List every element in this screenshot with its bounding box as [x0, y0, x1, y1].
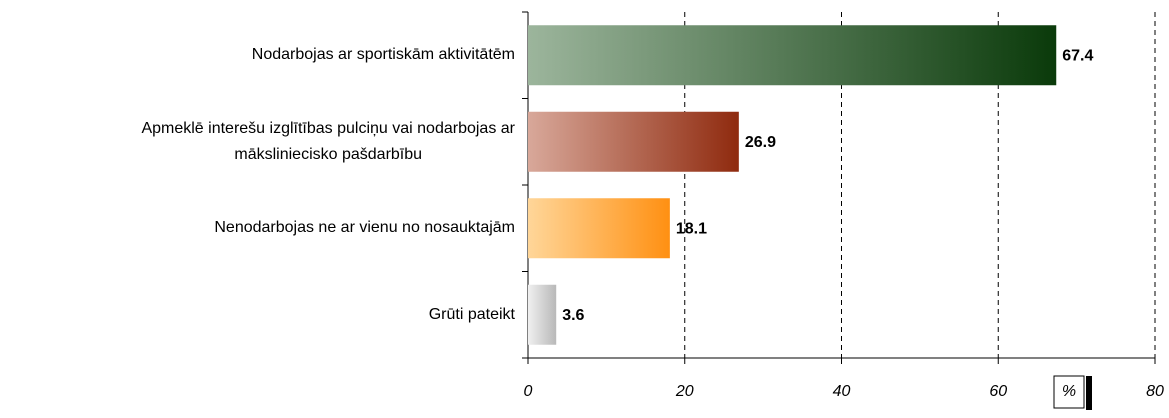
x-tick-label: 60: [989, 383, 1007, 400]
category-label: Grūti pateikt: [0, 272, 515, 359]
value-label: 26.9: [745, 134, 776, 151]
x-axis-label: %: [1062, 383, 1076, 400]
value-label: 18.1: [676, 220, 707, 237]
x-tick-label: 0: [524, 383, 533, 400]
x-tick-label: 20: [675, 383, 694, 400]
category-label: Nodarbojas ar sportiskām aktivitātēm: [0, 12, 515, 99]
category-text: Grūti pateikt: [428, 305, 515, 323]
category-label: Apmeklē interešu izglītības pulciņu vai …: [0, 99, 515, 186]
category-text: Nodarbojas ar sportiskām aktivitātēm: [251, 46, 515, 64]
value-label: 67.4: [1062, 47, 1093, 64]
x-label-box: [1053, 375, 1085, 409]
bar: [528, 198, 670, 259]
bar: [528, 25, 1057, 86]
x-tick-label: 40: [833, 383, 851, 400]
category-text: Apmeklē interešu izglītības pulciņu vai …: [141, 119, 515, 163]
x-tick-label: 80: [1146, 383, 1164, 400]
x-label-mark: [1086, 376, 1092, 410]
bar: [528, 284, 557, 345]
bar: [528, 111, 739, 172]
category-label: Nenodarbojas ne ar vienu no nosauktajām: [0, 185, 515, 272]
value-label: 3.6: [562, 307, 584, 324]
category-text: Nenodarbojas ne ar vienu no nosauktajām: [214, 219, 515, 237]
